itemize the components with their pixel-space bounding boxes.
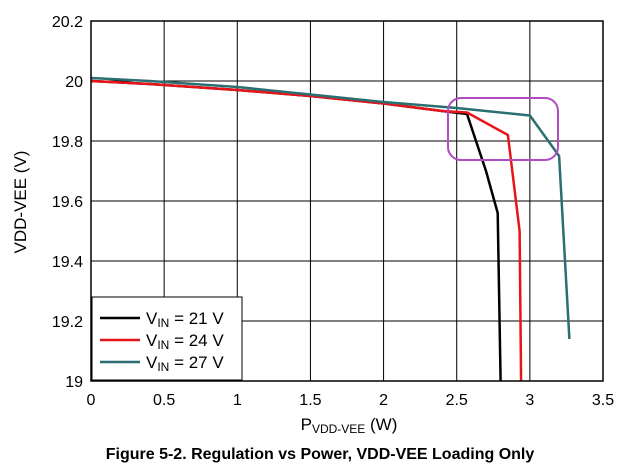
x-tick-label: 3	[525, 392, 534, 409]
x-tick-label: 0	[87, 392, 96, 409]
y-tick-label: 19.4	[52, 254, 83, 271]
legend-label-2: VIN = 24 V	[146, 331, 224, 352]
legend-label-1: VIN = 21 V	[146, 309, 224, 330]
legend-box	[91, 296, 243, 381]
figure-caption: Figure 5-2. Regulation vs Power, VDD-VEE…	[105, 446, 535, 463]
highlight-box	[447, 97, 559, 161]
series-line-2	[90, 79, 523, 382]
y-tick-label: 19.2	[52, 314, 83, 331]
y-tick-label: 19.6	[52, 194, 83, 211]
series-line-3	[90, 76, 571, 340]
y-axis-ticks: 19 19.2 19.4 19.6 19.8 20 20.2	[52, 14, 83, 391]
x-axis-ticks: 0 0.5 1 1.5 2 2.5 3 3.5	[87, 392, 615, 409]
plot-area	[90, 20, 604, 382]
x-tick-label: 1.5	[299, 392, 321, 409]
chart: 0 0.5 1 1.5 2 2.5 3 3.5 19 19.2 19.4 19.6 19.8 20 20.…	[11, 14, 615, 436]
y-tick-label: 19.8	[52, 134, 83, 151]
x-tick-label: 0.5	[153, 392, 175, 409]
x-axis-label: PVDD-VEE (W)	[301, 415, 398, 436]
x-tick-label: 3.5	[592, 392, 614, 409]
y-tick-label: 20	[65, 74, 83, 91]
legend-label-3: VIN = 27 V	[146, 353, 224, 374]
series-lines	[90, 76, 571, 382]
x-tick-label: 2.5	[446, 392, 468, 409]
x-tick-label: 1	[233, 392, 242, 409]
y-tick-label: 19	[65, 374, 83, 391]
y-tick-label: 20.2	[52, 14, 83, 31]
y-axis-label: VDD-VEE (V)	[11, 151, 30, 254]
x-tick-label: 2	[379, 392, 388, 409]
